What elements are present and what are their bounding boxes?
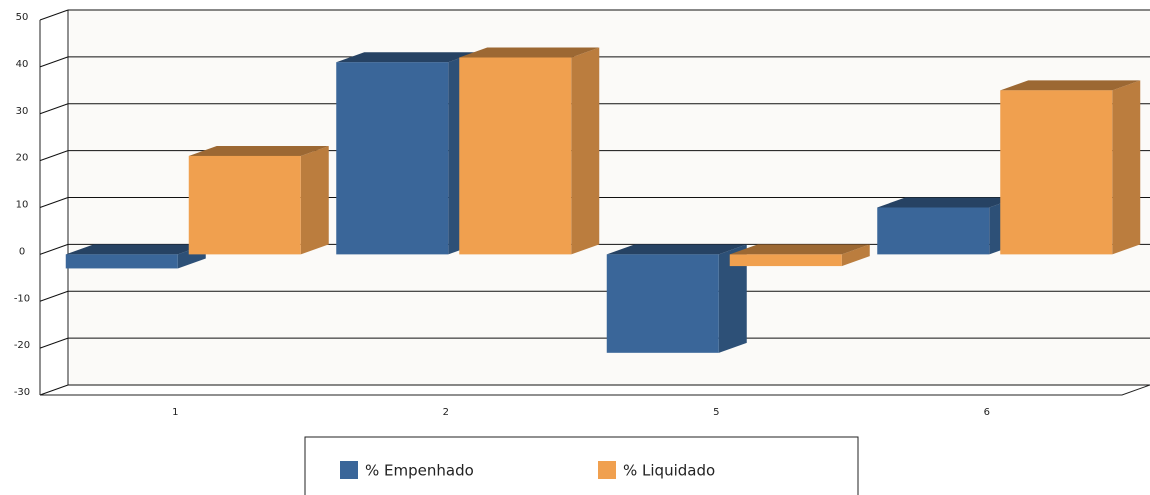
y-tick-label: -20 (14, 340, 30, 351)
bar (188, 145, 329, 255)
grid-slant (39, 103, 69, 115)
y-tick-label: 10 (16, 200, 29, 211)
legend-swatch (340, 461, 358, 479)
bar-front (459, 57, 572, 255)
grid-slant (39, 56, 69, 68)
bar-top (729, 244, 870, 255)
bar-top (336, 52, 477, 63)
y-tick-label: 50 (16, 12, 29, 23)
y-tick-label: 0 (19, 246, 25, 257)
bar-side (841, 244, 870, 267)
bar (336, 52, 477, 255)
floor (40, 384, 1150, 396)
grid-slant (39, 197, 69, 208)
bar (606, 244, 747, 353)
grid-slant (39, 9, 69, 21)
x-tick-label: 6 (984, 407, 990, 418)
bar-top (65, 244, 206, 255)
grid-slant (39, 290, 69, 302)
bar-side (718, 244, 747, 353)
bar-top (459, 47, 600, 58)
grid-slant (39, 150, 69, 162)
x-tick-label: 2 (443, 407, 449, 418)
bar-top (1000, 80, 1141, 91)
grid-line (39, 384, 1150, 396)
bar-front (1000, 90, 1113, 255)
bar (877, 197, 1018, 255)
grid-line (39, 56, 1150, 68)
bar-side (571, 47, 600, 255)
bar (459, 47, 600, 255)
grid-slant (39, 337, 69, 349)
y-tick-label: -10 (14, 293, 30, 304)
y-tick-label: 40 (16, 59, 29, 70)
bar-front (729, 254, 842, 267)
bar-front (65, 254, 178, 269)
legend-label: % Empenhado (365, 462, 474, 480)
bar-front (188, 155, 301, 255)
bar (729, 244, 870, 267)
y-tick-label: 30 (16, 106, 29, 117)
legend-swatch (598, 461, 616, 479)
grid-line (39, 103, 1150, 115)
bar-top (606, 244, 747, 255)
y-tick-label: 20 (16, 153, 29, 164)
x-tick-label: 5 (713, 407, 719, 418)
bar-front (877, 207, 990, 255)
x-tick-label: 1 (172, 407, 178, 418)
bar-side (1112, 80, 1141, 255)
legend-label: % Liquidado (623, 462, 715, 480)
grid-slant (39, 384, 69, 396)
bar-top (877, 197, 1018, 208)
grid-slant (39, 243, 69, 255)
bar (65, 244, 206, 269)
bar-top (188, 145, 329, 156)
grid-line (39, 9, 1150, 21)
bar (1000, 80, 1141, 255)
bar-front (606, 254, 719, 353)
legend-box (304, 436, 859, 495)
y-tick-label: -30 (14, 387, 30, 398)
bar-side (300, 145, 329, 255)
bar-front (336, 62, 449, 255)
